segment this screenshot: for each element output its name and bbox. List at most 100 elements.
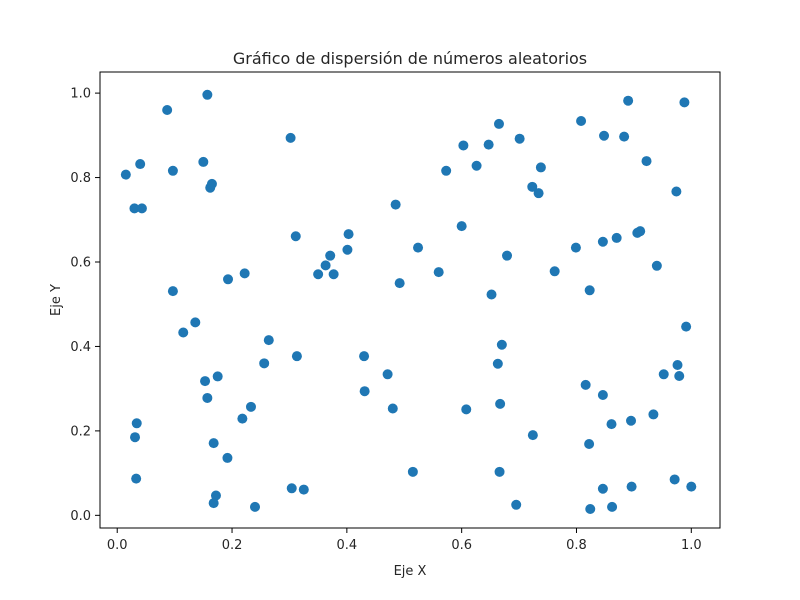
scatter-point — [222, 452, 233, 463]
x-tick-label: 0.8 — [566, 538, 587, 553]
scatter-point — [387, 403, 398, 414]
scatter-point — [198, 156, 209, 167]
scatter-point — [606, 419, 617, 430]
scatter-point — [527, 181, 538, 192]
scatter-point — [136, 203, 147, 214]
scatter-point — [290, 231, 301, 242]
scatter-point — [328, 269, 339, 280]
scatter-point — [576, 115, 587, 126]
scatter-point — [679, 97, 690, 108]
scatter-point — [533, 188, 544, 199]
scatter-point — [320, 260, 331, 271]
scatter-point — [495, 398, 506, 409]
scatter-point — [131, 418, 142, 429]
scatter-point — [611, 232, 622, 243]
scatter-point — [178, 327, 189, 338]
scatter-point — [570, 242, 581, 253]
scatter-point — [131, 473, 142, 484]
scatter-point — [325, 250, 336, 261]
scatter-point — [597, 390, 608, 400]
scatter-point — [359, 386, 370, 397]
scatter-point — [129, 203, 140, 214]
scatter-point — [635, 226, 646, 237]
scatter-point — [162, 105, 173, 115]
x-tick-label: 0.2 — [222, 538, 243, 553]
scatter-point — [461, 404, 472, 415]
scatter-point — [237, 413, 248, 424]
scatter-point — [250, 501, 260, 512]
scatter-point — [413, 242, 424, 253]
scatter-point — [202, 89, 213, 100]
scatter-point — [245, 401, 256, 412]
scatter-point — [599, 130, 610, 141]
scatter-point — [494, 466, 505, 477]
scatter-point — [130, 432, 141, 443]
scatter-point — [686, 481, 697, 492]
scatter-point — [672, 360, 683, 371]
scatter-point — [486, 289, 497, 300]
scatter-point — [493, 118, 504, 129]
scatter-point — [394, 278, 405, 289]
scatter-point — [471, 160, 482, 171]
scatter-point — [674, 371, 685, 381]
scatter-point — [483, 139, 494, 150]
x-tick-label: 0.4 — [337, 538, 358, 553]
scatter-point — [626, 481, 637, 492]
y-tick-label: 1.0 — [70, 87, 91, 102]
scatter-point — [298, 484, 309, 495]
scatter-point — [390, 199, 401, 210]
scatter-point — [549, 266, 560, 277]
scatter-point — [286, 483, 297, 494]
y-axis: 0.0 0.2 0.4 0.6 0.8 1.0 — [70, 87, 100, 524]
scatter-point — [210, 490, 221, 501]
y-tick-label: 0.6 — [70, 256, 91, 271]
scatter-point — [212, 371, 223, 382]
x-axis-label: Eje X — [394, 564, 427, 579]
scatter-point — [584, 438, 595, 449]
scatter-point — [167, 286, 178, 297]
scatter-point — [623, 95, 634, 106]
x-tick-label: 0.0 — [107, 538, 128, 553]
x-axis: 0.0 0.2 0.4 0.6 0.8 1.0 — [107, 528, 702, 553]
scatter-point — [527, 430, 538, 441]
scatter-point — [496, 339, 507, 350]
scatter-point — [607, 501, 618, 512]
scatter-point — [514, 133, 525, 144]
scatter-point — [580, 379, 591, 390]
y-tick-label: 0.0 — [70, 509, 91, 524]
scatter-point — [208, 498, 219, 509]
scatter-point — [313, 269, 324, 280]
scatter-point — [597, 236, 608, 247]
scatter-point — [433, 267, 444, 278]
scatter-point — [382, 369, 393, 380]
scatter-point — [343, 229, 354, 240]
scatter-points — [120, 89, 697, 514]
scatter-point — [626, 415, 637, 426]
scatter-point — [208, 438, 219, 449]
scatter-point — [200, 376, 211, 387]
scatter-point — [511, 499, 522, 510]
y-tick-label: 0.4 — [70, 340, 91, 355]
y-axis-label: Eje Y — [49, 284, 64, 316]
scatter-point — [619, 131, 630, 142]
scatter-point — [190, 317, 201, 328]
scatter-point — [492, 358, 503, 369]
scatter-point — [239, 268, 250, 279]
scatter-point — [135, 159, 146, 170]
scatter-point — [342, 244, 353, 255]
scatter-point — [206, 178, 217, 189]
scatter-point — [535, 162, 546, 173]
scatter-point — [648, 409, 659, 420]
scatter-point — [585, 504, 596, 514]
chart-title: Gráfico de dispersión de números aleator… — [233, 49, 587, 68]
scatter-point — [259, 358, 270, 369]
scatter-point — [120, 169, 131, 180]
scatter-point — [458, 140, 469, 151]
scatter-point — [441, 165, 452, 176]
scatter-point — [223, 274, 234, 285]
scatter-point — [641, 156, 652, 167]
scatter-point — [263, 335, 274, 346]
scatter-point — [202, 392, 213, 403]
x-tick-label: 1.0 — [681, 538, 702, 553]
